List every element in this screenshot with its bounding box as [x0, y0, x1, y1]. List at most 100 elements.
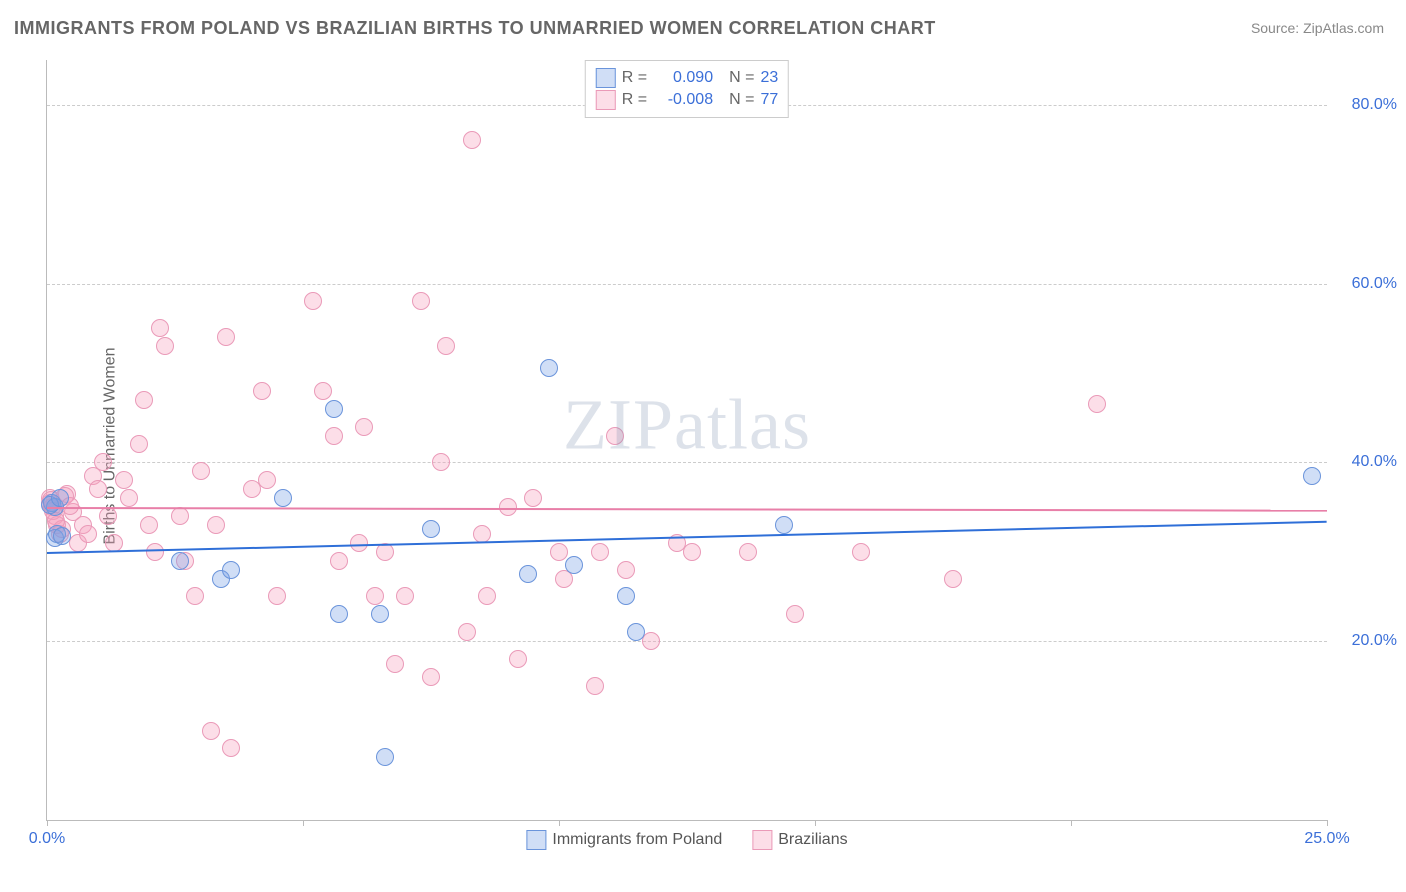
scatter-point — [627, 623, 645, 641]
trend-line — [47, 507, 1327, 512]
scatter-point — [105, 534, 123, 552]
x-tick — [1071, 820, 1072, 826]
scatter-point — [422, 668, 440, 686]
scatter-point — [1088, 395, 1106, 413]
scatter-point — [171, 552, 189, 570]
y-tick-label: 60.0% — [1352, 275, 1397, 293]
scatter-point — [314, 382, 332, 400]
y-tick-label: 20.0% — [1352, 632, 1397, 650]
scatter-point — [115, 471, 133, 489]
scatter-point — [478, 587, 496, 605]
scatter-point — [192, 462, 210, 480]
scatter-point — [202, 722, 220, 740]
scatter-point — [140, 516, 158, 534]
x-tick-label: 25.0% — [1304, 830, 1349, 848]
scatter-point — [1303, 467, 1321, 485]
legend-row: R = -0.008N = 77 — [596, 89, 778, 111]
legend-swatch — [752, 830, 772, 850]
scatter-point — [366, 587, 384, 605]
scatter-point — [186, 587, 204, 605]
scatter-point — [330, 605, 348, 623]
scatter-point — [217, 328, 235, 346]
scatter-point — [396, 587, 414, 605]
scatter-point — [606, 427, 624, 445]
scatter-point — [386, 655, 404, 673]
x-tick-label: 0.0% — [29, 830, 65, 848]
scatter-point — [355, 418, 373, 436]
scatter-point — [437, 337, 455, 355]
scatter-point — [120, 489, 138, 507]
scatter-point — [222, 561, 240, 579]
scatter-point — [376, 748, 394, 766]
chart-title: IMMIGRANTS FROM POLAND VS BRAZILIAN BIRT… — [14, 18, 936, 39]
scatter-point — [642, 632, 660, 650]
scatter-point — [786, 605, 804, 623]
legend-correlation: R = 0.090N = 23R = -0.008N = 77 — [585, 60, 789, 118]
scatter-point — [775, 516, 793, 534]
legend-swatch — [596, 90, 616, 110]
scatter-point — [371, 605, 389, 623]
y-tick-label: 80.0% — [1352, 96, 1397, 114]
scatter-point — [591, 543, 609, 561]
scatter-point — [53, 527, 71, 545]
scatter-point — [94, 453, 112, 471]
scatter-point — [258, 471, 276, 489]
scatter-point — [463, 131, 481, 149]
scatter-point — [156, 337, 174, 355]
scatter-point — [330, 552, 348, 570]
scatter-point — [458, 623, 476, 641]
scatter-point — [550, 543, 568, 561]
scatter-point — [519, 565, 537, 583]
scatter-point — [325, 400, 343, 418]
x-tick — [559, 820, 560, 826]
scatter-point — [944, 570, 962, 588]
gridline — [47, 462, 1327, 463]
scatter-point — [852, 543, 870, 561]
scatter-point — [509, 650, 527, 668]
scatter-point — [171, 507, 189, 525]
scatter-point — [617, 587, 635, 605]
legend-item: Brazilians — [752, 830, 847, 850]
watermark: ZIPatlas — [563, 383, 811, 466]
scatter-point — [432, 453, 450, 471]
scatter-point — [268, 587, 286, 605]
scatter-point — [473, 525, 491, 543]
legend-row: R = 0.090N = 23 — [596, 67, 778, 89]
x-tick — [303, 820, 304, 826]
source-label: Source: ZipAtlas.com — [1251, 20, 1384, 36]
scatter-point — [617, 561, 635, 579]
scatter-point — [130, 435, 148, 453]
x-tick — [47, 820, 48, 826]
scatter-point — [274, 489, 292, 507]
scatter-point — [683, 543, 701, 561]
scatter-point — [222, 739, 240, 757]
scatter-point — [739, 543, 757, 561]
scatter-point — [146, 543, 164, 561]
scatter-point — [412, 292, 430, 310]
scatter-point — [565, 556, 583, 574]
legend-item: Immigrants from Poland — [526, 830, 722, 850]
scatter-point — [253, 382, 271, 400]
scatter-point — [207, 516, 225, 534]
scatter-point — [51, 489, 69, 507]
scatter-point — [540, 359, 558, 377]
gridline — [47, 641, 1327, 642]
legend-swatch — [596, 68, 616, 88]
x-tick — [815, 820, 816, 826]
scatter-point — [79, 525, 97, 543]
scatter-point — [586, 677, 604, 695]
legend-swatch — [526, 830, 546, 850]
scatter-point — [350, 534, 368, 552]
gridline — [47, 284, 1327, 285]
scatter-point — [151, 319, 169, 337]
scatter-point — [422, 520, 440, 538]
y-tick-label: 40.0% — [1352, 453, 1397, 471]
scatter-point — [89, 480, 107, 498]
scatter-point — [524, 489, 542, 507]
scatter-point — [135, 391, 153, 409]
legend-series: Immigrants from Poland Brazilians — [526, 830, 847, 850]
scatter-point — [325, 427, 343, 445]
scatter-chart: ZIPatlas R = 0.090N = 23R = -0.008N = 77… — [46, 60, 1327, 821]
x-tick — [1327, 820, 1328, 826]
scatter-point — [99, 507, 117, 525]
